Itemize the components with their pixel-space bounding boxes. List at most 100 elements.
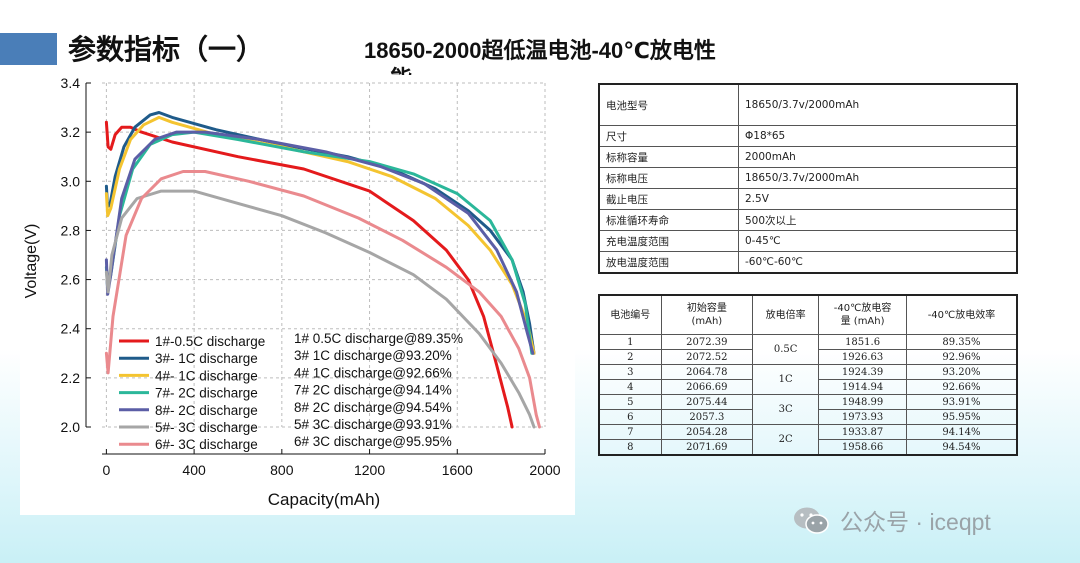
series-line-6 — [104, 170, 541, 429]
cell-low-temp-capacity: 1933.87 — [818, 424, 907, 440]
cell-battery-id: 3 — [598, 364, 662, 380]
series-line-5 — [104, 189, 536, 429]
watermark-text: 公众号 · iceqpt — [840, 509, 991, 535]
table-row: 8 2071.69 1958.66 94.54% — [598, 439, 1018, 456]
x-tick-label-4: 1600 — [442, 462, 473, 478]
cell-discharge-rate: 1C — [752, 364, 820, 395]
watermark: 公众号 · iceqpt — [792, 503, 991, 537]
result-header-1: 初始容量 (mAh) — [660, 294, 754, 335]
legend-label-5: 5#- 3C discharge — [155, 420, 258, 435]
x-tick-label-3: 1200 — [354, 462, 385, 478]
cell-battery-id: 6 — [598, 409, 662, 425]
spec-key: 充电温度范围 — [598, 230, 739, 252]
spec-value: 2.5V — [738, 188, 1018, 210]
spec-value: 18650/3.7v/2000mAh — [738, 83, 1018, 126]
cell-initial-capacity: 2072.52 — [660, 349, 754, 365]
spec-row: 标称电压 18650/3.7v/2000mAh — [598, 167, 1018, 189]
chart-annotations: 1# 0.5C discharge@89.35% 3# 1C discharge@… — [294, 331, 463, 449]
cell-low-temp-capacity: 1914.94 — [818, 379, 907, 395]
x-tick-label-5: 2000 — [529, 462, 560, 478]
y-tick-label-4: 2.8 — [61, 222, 81, 238]
result-header-4: -40℃放电效率 — [905, 294, 1018, 335]
spec-key: 电池型号 — [598, 83, 739, 126]
legend-label-4: 8#- 2C discharge — [155, 403, 258, 418]
result-header-3: -40℃放电容量 (mAh) — [818, 294, 907, 335]
annotation-1: 3# 1C discharge@93.20% — [294, 348, 452, 363]
annotation-6: 6# 3C discharge@95.95% — [294, 434, 452, 449]
spec-key: 标称容量 — [598, 146, 739, 168]
x-tick-label-0: 0 — [102, 462, 110, 478]
spec-key: 标称电压 — [598, 167, 739, 189]
cell-efficiency: 92.66% — [905, 379, 1018, 395]
legend-label-3: 7#- 2C discharge — [155, 386, 258, 401]
cell-efficiency: 93.91% — [905, 394, 1018, 410]
chart-axes: 2.0 2.2 2.4 2.6 2.8 3.0 3.2 3.4 0 400 800 1200 1600 2… — [61, 75, 561, 478]
spec-value: 0-45℃ — [738, 230, 1018, 252]
y-tick-label-0: 2.0 — [61, 419, 81, 435]
legend-label-6: 6#- 3C discharge — [155, 437, 258, 452]
spec-row: 尺寸 Φ18*65 — [598, 125, 1018, 147]
spec-row: 放电温度范围 -60℃-60℃ — [598, 251, 1018, 274]
spec-value: 18650/3.7v/2000mAh — [738, 167, 1018, 189]
cell-efficiency: 89.35% — [905, 334, 1018, 350]
table-row: 5 2075.44 3C 1948.99 93.91% — [598, 394, 1018, 425]
chart-legend: 1#-0.5C discharge 3#- 1C discharge 4#- 1C … — [119, 334, 265, 452]
legend-label-1: 3#- 1C discharge — [155, 351, 258, 366]
wechat-icon — [794, 507, 829, 534]
annotation-5: 5# 3C discharge@93.91% — [294, 417, 452, 432]
x-tick-label-2: 800 — [270, 462, 294, 478]
title-accent-bar — [0, 33, 57, 65]
cell-initial-capacity: 2054.28 — [660, 424, 754, 440]
y-tick-label-7: 3.4 — [61, 75, 81, 91]
cell-low-temp-capacity: 1924.39 — [818, 364, 907, 380]
cell-low-temp-capacity: 1926.63 — [818, 349, 907, 365]
annotation-4: 8# 2C discharge@94.54% — [294, 400, 452, 415]
annotation-2: 4# 1C discharge@92.66% — [294, 365, 452, 380]
annotation-3: 7# 2C discharge@94.14% — [294, 383, 452, 398]
table-row: 7 2054.28 2C 1933.87 94.14% — [598, 424, 1018, 456]
cell-battery-id: 1 — [598, 334, 662, 350]
cell-initial-capacity: 2071.69 — [660, 439, 754, 456]
cell-efficiency: 94.14% — [905, 424, 1018, 440]
spec-row: 标称容量 2000mAh — [598, 146, 1018, 168]
y-axis-label: Voltage(V) — [23, 224, 40, 299]
y-tick-label-2: 2.4 — [61, 321, 81, 337]
x-axis-label: Capacity(mAh) — [268, 490, 380, 509]
result-table: 电池编号 初始容量 (mAh) 放电倍率 -40℃放电容量 (mAh) -40℃放电效率 … — [598, 294, 1018, 456]
spec-key: 放电温度范围 — [598, 251, 739, 274]
cell-battery-id: 2 — [598, 349, 662, 365]
spec-row: 充电温度范围 0-45℃ — [598, 230, 1018, 252]
spec-table: 电池型号 18650/3.7v/2000mAh 尺寸 Φ18*65 标称容量 2000mA… — [598, 83, 1018, 274]
annotation-0: 1# 0.5C discharge@89.35% — [294, 331, 463, 346]
cell-battery-id: 7 — [598, 424, 662, 440]
cell-discharge-rate: 3C — [752, 394, 820, 425]
y-tick-label-5: 3.0 — [61, 173, 81, 189]
cell-initial-capacity: 2057.3 — [660, 409, 754, 425]
cell-battery-id: 4 — [598, 379, 662, 395]
cell-battery-id: 5 — [598, 394, 662, 410]
x-tick-label-1: 400 — [182, 462, 206, 478]
cell-low-temp-capacity: 1958.66 — [818, 439, 907, 456]
chart-series — [104, 111, 541, 429]
spec-value: 500次以上 — [738, 209, 1018, 231]
spec-value: 2000mAh — [738, 146, 1018, 168]
y-tick-label-1: 2.2 — [61, 370, 81, 386]
table-row: 1 2072.39 0.5C 1851.6 89.35% — [598, 334, 1018, 365]
cell-initial-capacity: 2075.44 — [660, 394, 754, 410]
spec-key: 截止电压 — [598, 188, 739, 210]
table-row: 6 2057.3 1973.93 95.95% — [598, 409, 1018, 425]
cell-efficiency: 92.96% — [905, 349, 1018, 365]
cell-initial-capacity: 2072.39 — [660, 334, 754, 350]
cell-discharge-rate: 0.5C — [752, 334, 820, 365]
cell-low-temp-capacity: 1973.93 — [818, 409, 907, 425]
spec-row: 电池型号 18650/3.7v/2000mAh — [598, 83, 1018, 126]
spec-row: 标准循环寿命 500次以上 — [598, 209, 1018, 231]
cell-initial-capacity: 2064.78 — [660, 364, 754, 380]
cell-efficiency: 93.20% — [905, 364, 1018, 380]
spec-row: 截止电压 2.5V — [598, 188, 1018, 210]
result-header-0: 电池编号 — [598, 294, 662, 335]
cell-discharge-rate: 2C — [752, 424, 820, 456]
cell-battery-id: 8 — [598, 439, 662, 456]
series-line-4 — [104, 130, 535, 355]
y-tick-label-3: 2.6 — [61, 272, 81, 288]
